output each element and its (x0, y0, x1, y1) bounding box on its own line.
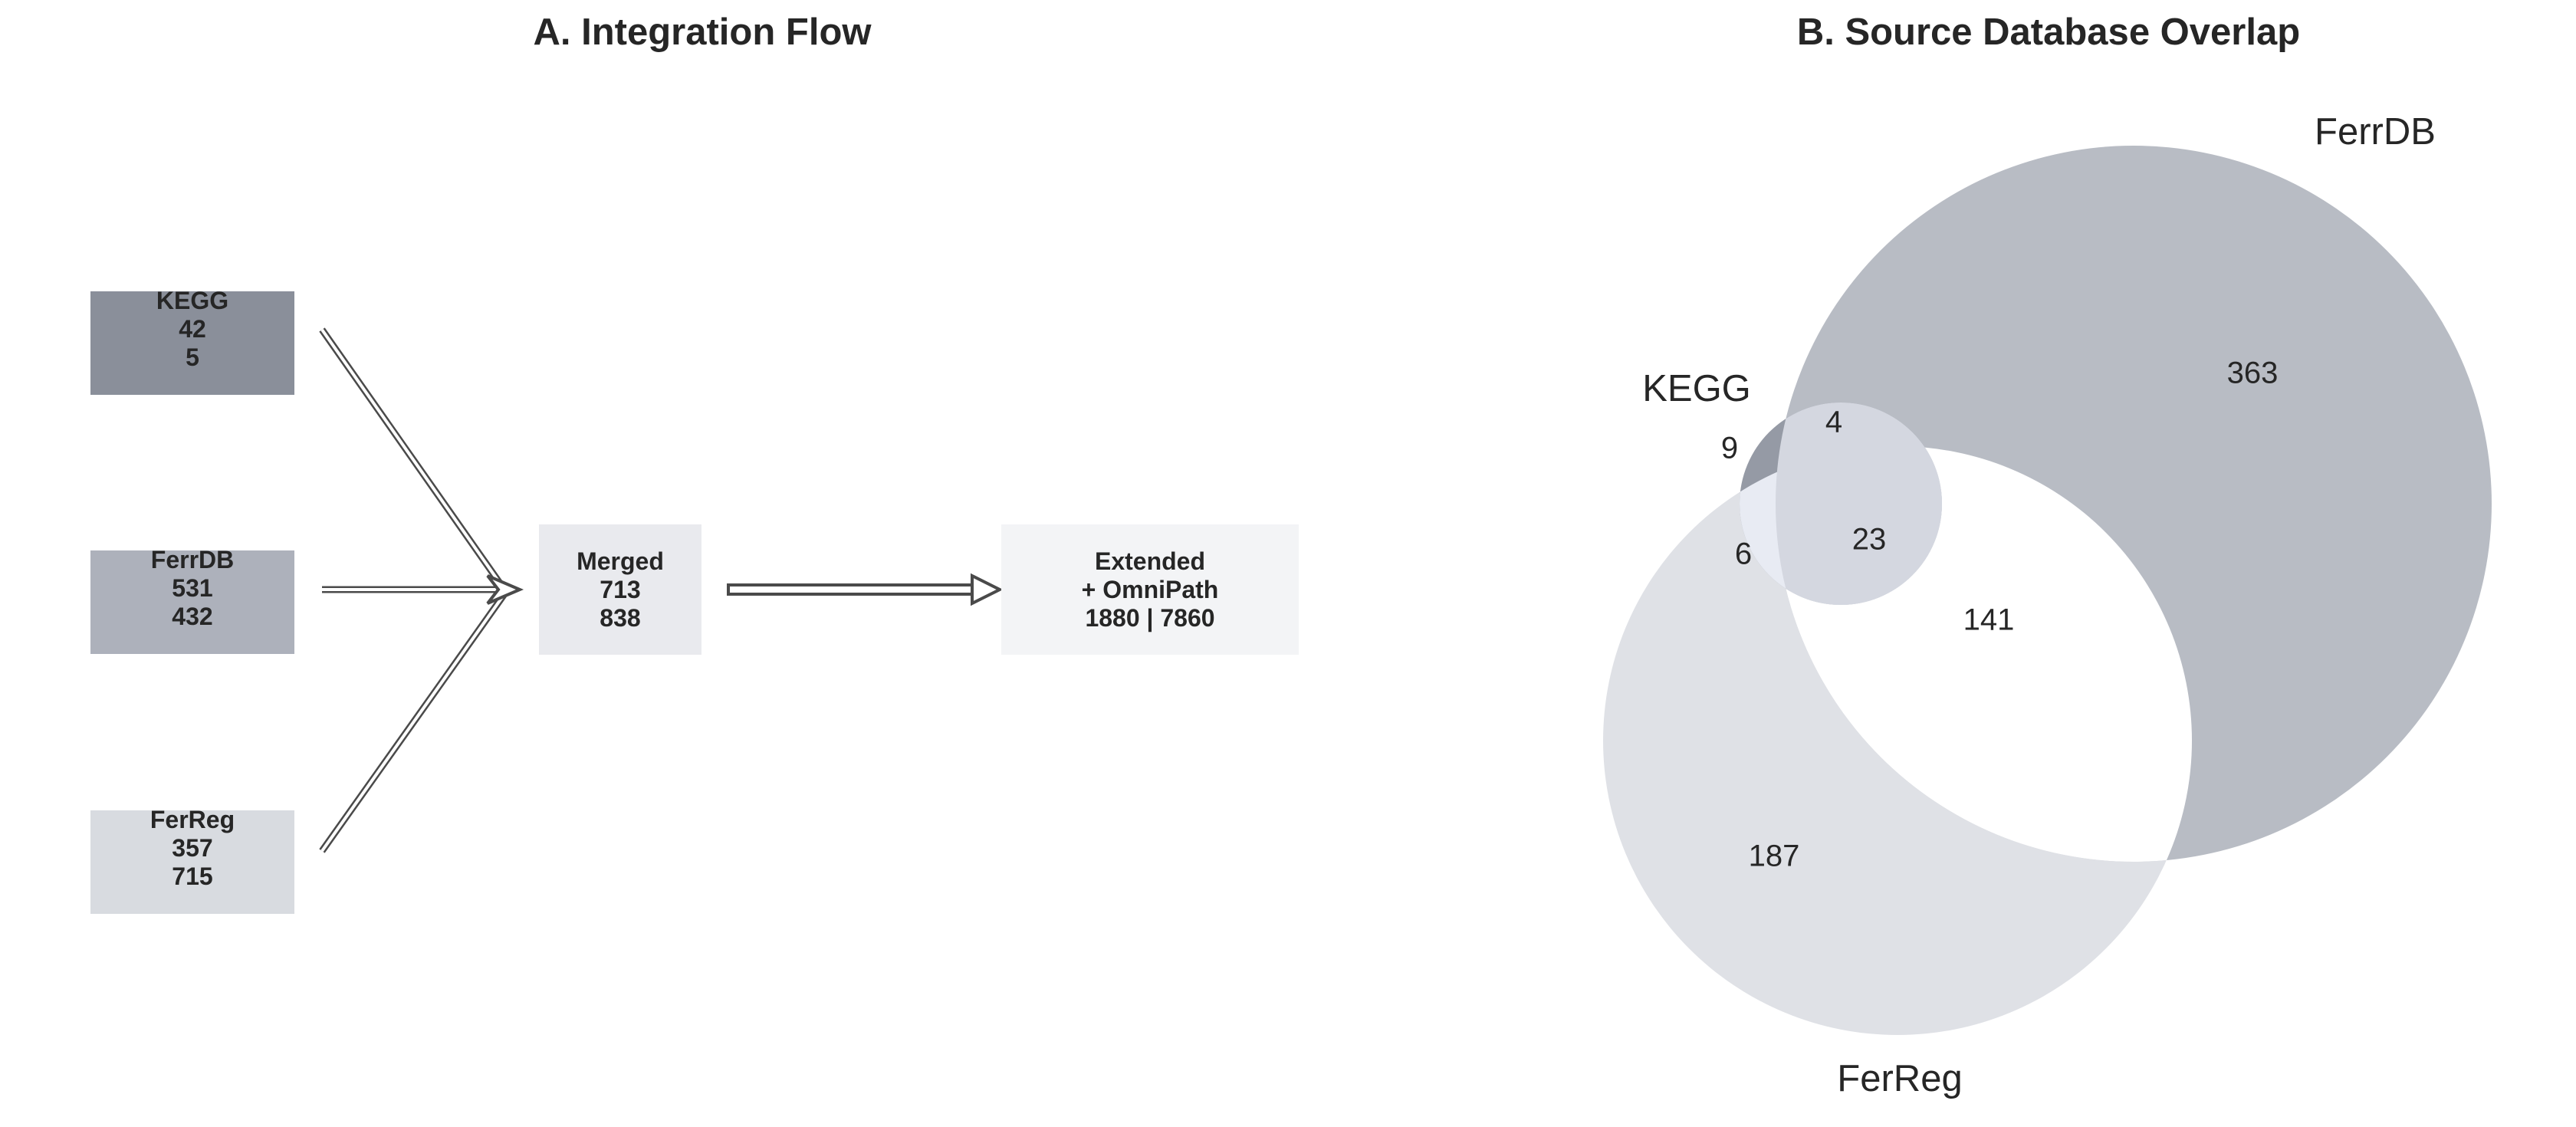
source-value-2: 432 (172, 603, 213, 630)
venn-label-ferreg: FerReg (1837, 1058, 1963, 1099)
venn-count-ferrdb-ferreg: 141 (1963, 603, 2015, 637)
venn-count-kegg-ferrdb: 4 (1825, 405, 1843, 439)
panel-a-title: A. Integration Flow (533, 12, 872, 53)
merged-value-2: 838 (600, 603, 641, 632)
merge-arrowhead (486, 574, 524, 605)
source-value-1: 42 (179, 315, 206, 343)
extended-line-2: + OmniPath (1081, 575, 1219, 603)
panel-b-title: B. Source Database Overlap (1796, 12, 2301, 53)
merged-box: Merged 713 838 (539, 524, 702, 655)
source-name: FerrDB (150, 546, 235, 573)
extended-line-3: 1880 | 7860 (1085, 603, 1215, 632)
merged-value-1: 713 (600, 575, 641, 603)
arrow-merged-to-extended (727, 573, 1004, 606)
venn-count-kegg-only: 9 (1720, 431, 1739, 465)
venn-count-ferreg-only: 187 (1748, 839, 1800, 873)
venn-region-ferrdb-ferreg (1776, 446, 2192, 862)
extended-line-1: Extended (1094, 547, 1206, 575)
venn-label-kegg: KEGG (1642, 368, 1751, 409)
source-name: KEGG (156, 287, 229, 314)
venn-count-all-three: 23 (1852, 522, 1887, 557)
extended-box: Extended + OmniPath 1880 | 7860 (1001, 524, 1299, 655)
venn-count-kegg-ferreg: 6 (1734, 537, 1753, 571)
source-box-ferrdb: FerrDB 531 432 (90, 546, 294, 654)
source-box-ferreg: FerReg 357 715 (90, 806, 294, 914)
venn-label-ferrdb: FerrDB (2315, 111, 2436, 153)
merged-name: Merged (577, 547, 664, 575)
venn-count-ferrdb-only: 363 (2226, 356, 2279, 390)
source-name: FerReg (150, 806, 235, 833)
source-value-1: 357 (172, 834, 213, 862)
source-value-2: 5 (186, 343, 199, 371)
source-box-kegg: KEGG 42 5 (90, 287, 294, 395)
source-value-1: 531 (172, 574, 213, 602)
source-value-2: 715 (172, 863, 213, 890)
